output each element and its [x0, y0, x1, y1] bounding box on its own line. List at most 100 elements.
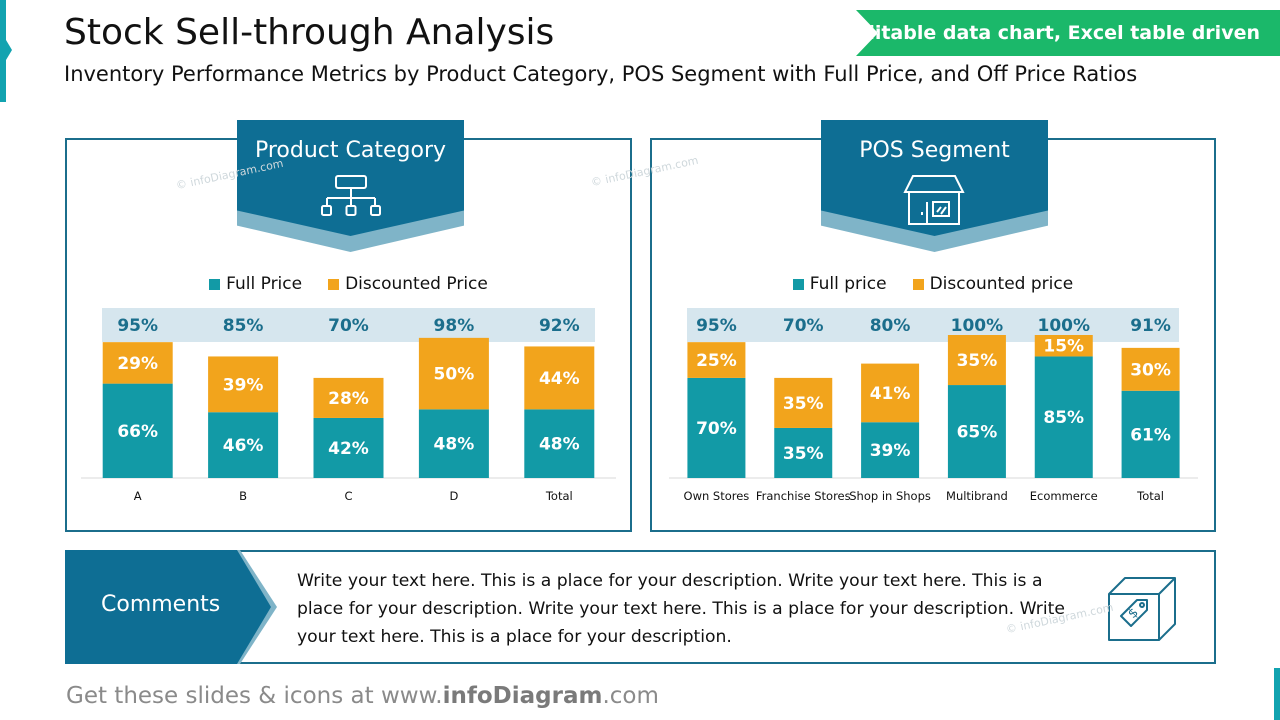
full-price-swatch [792, 278, 804, 290]
full-price-bar [524, 409, 595, 478]
category-tick-label: A [134, 489, 142, 503]
discounted-price-value: 30% [1130, 360, 1171, 380]
pos-segment-panel: POS Segment Full price Disco [650, 120, 1216, 532]
footer: Get these slides & icons at www.infoDiag… [66, 683, 659, 709]
discounted-price-value: 35% [957, 351, 998, 371]
legend-discounted-price: Discounted Price [328, 274, 488, 294]
discounted-price-value: 50% [434, 365, 475, 385]
full-price-value: 46% [223, 436, 264, 456]
full-price-bar [102, 383, 173, 478]
footer-prefix: Get these slides & icons at www. [66, 683, 443, 709]
full-price-value: 85% [1043, 408, 1084, 428]
discounted-price-value: 29% [117, 354, 158, 374]
full-price-value: 61% [1130, 425, 1171, 445]
total-label: 95% [117, 316, 158, 336]
discounted-price-value: 28% [328, 389, 369, 409]
total-label: 98% [434, 316, 475, 336]
comments-box: Comments Write your text here. This is a… [65, 550, 1216, 664]
full-price-bar [313, 417, 384, 478]
discounted-price-bar [1121, 347, 1180, 391]
total-label: 80% [870, 316, 911, 336]
right-accent [1274, 668, 1280, 720]
comments-label-box: Comments [65, 550, 271, 664]
legend-full-price: Full Price [209, 274, 302, 294]
comments-text[interactable]: Write your text here. This is a place fo… [297, 571, 1065, 647]
pos-segment-legend: Full price Discounted price [652, 274, 1214, 294]
editable-badge: Editable data chart, Excel table driven [856, 10, 1280, 56]
discounted-price-bar [524, 346, 595, 410]
full-price-value: 48% [434, 435, 475, 455]
pos-segment-title: POS Segment [859, 138, 1010, 163]
discounted-price-bar [947, 335, 1006, 386]
full-price-bar [947, 385, 1006, 478]
legend-discounted-price-label: Discounted price [929, 274, 1074, 294]
discounted-price-swatch [328, 278, 340, 290]
discounted-price-bar [1034, 335, 1093, 357]
comments-label: Comments [101, 592, 221, 617]
full-price-bar [687, 377, 746, 478]
product-category-legend: Full Price Discounted Price [67, 274, 630, 294]
legend-discounted-price-label: Discounted Price [345, 274, 488, 294]
full-price-value: 42% [328, 439, 369, 459]
product-category-banner: Product Category [237, 120, 464, 252]
full-price-bar [208, 412, 279, 478]
category-tick-label: Ecommerce [1030, 489, 1098, 503]
full-price-value: 39% [870, 441, 911, 461]
category-tick-label: C [344, 489, 352, 503]
totals-band [687, 308, 1179, 342]
total-label: 91% [1130, 316, 1171, 336]
badge-label: Editable data chart, Excel table driven [848, 22, 1260, 44]
discounted-price-value: 39% [223, 375, 264, 395]
footer-brand: infoDiagram [442, 683, 603, 709]
total-label: 95% [696, 316, 737, 336]
discounted-price-bar [102, 342, 173, 384]
pos-segment-banner: POS Segment [821, 120, 1048, 252]
discounted-price-value: 44% [539, 369, 580, 389]
full-price-value: 70% [696, 419, 737, 439]
full-price-swatch [209, 278, 221, 290]
category-tick-label: Multibrand [946, 489, 1008, 503]
category-tick-label: Total [1136, 489, 1164, 503]
discounted-price-bar [313, 377, 384, 418]
total-label: 70% [328, 316, 369, 336]
legend-full-price-label: Full price [809, 274, 887, 294]
total-label: 85% [223, 316, 264, 336]
product-category-title: Product Category [254, 138, 447, 163]
pos-segment-chart: 95% 70% 25% Own Stores 70% 35% 35% Franchise St… [669, 308, 1198, 503]
product-category-panel: Product Category Full Price [65, 120, 632, 532]
full-price-bar [774, 427, 833, 478]
total-label: 92% [539, 316, 580, 336]
category-tick-label: D [449, 489, 458, 503]
full-price-value: 35% [783, 444, 824, 464]
discounted-price-bar [418, 337, 489, 410]
category-tick-label: Shop in Shops [849, 489, 931, 503]
store-icon [903, 175, 965, 225]
legend-full-price-label: Full Price [226, 274, 303, 294]
discounted-price-bar [687, 342, 746, 378]
hierarchy-icon [321, 175, 381, 216]
full-price-bar [1034, 356, 1093, 478]
discounted-price-bar [861, 363, 920, 423]
footer-suffix: .com [602, 683, 659, 709]
total-label: 70% [783, 316, 824, 336]
full-price-value: 65% [957, 423, 998, 443]
full-price-bar [418, 409, 489, 478]
total-label: 100% [951, 316, 1004, 336]
price-tag-box-icon: $ [1108, 577, 1176, 641]
full-price-value: 66% [117, 422, 158, 442]
full-price-bar [861, 422, 920, 478]
discounted-price-bar [208, 356, 279, 413]
legend-full-price: Full price [792, 274, 887, 294]
full-price-value: 48% [539, 435, 580, 455]
totals-band [102, 308, 595, 342]
page-subtitle: Inventory Performance Metrics by Product… [64, 62, 1138, 86]
full-price-bar [1121, 390, 1180, 478]
page-title: Stock Sell-through Analysis [64, 12, 555, 53]
discounted-price-value: 35% [783, 394, 824, 414]
discounted-price-value: 41% [870, 384, 911, 404]
product-category-chart: 95% 66% 29% A 85% 46% 39% B 70% 42% 28% C 98% 48% 50% D… [81, 308, 616, 503]
category-tick-label: Franchise Stores [756, 489, 851, 503]
discounted-price-bar [774, 377, 833, 428]
category-tick-label: Total [545, 489, 573, 503]
discounted-price-value: 25% [696, 351, 737, 371]
